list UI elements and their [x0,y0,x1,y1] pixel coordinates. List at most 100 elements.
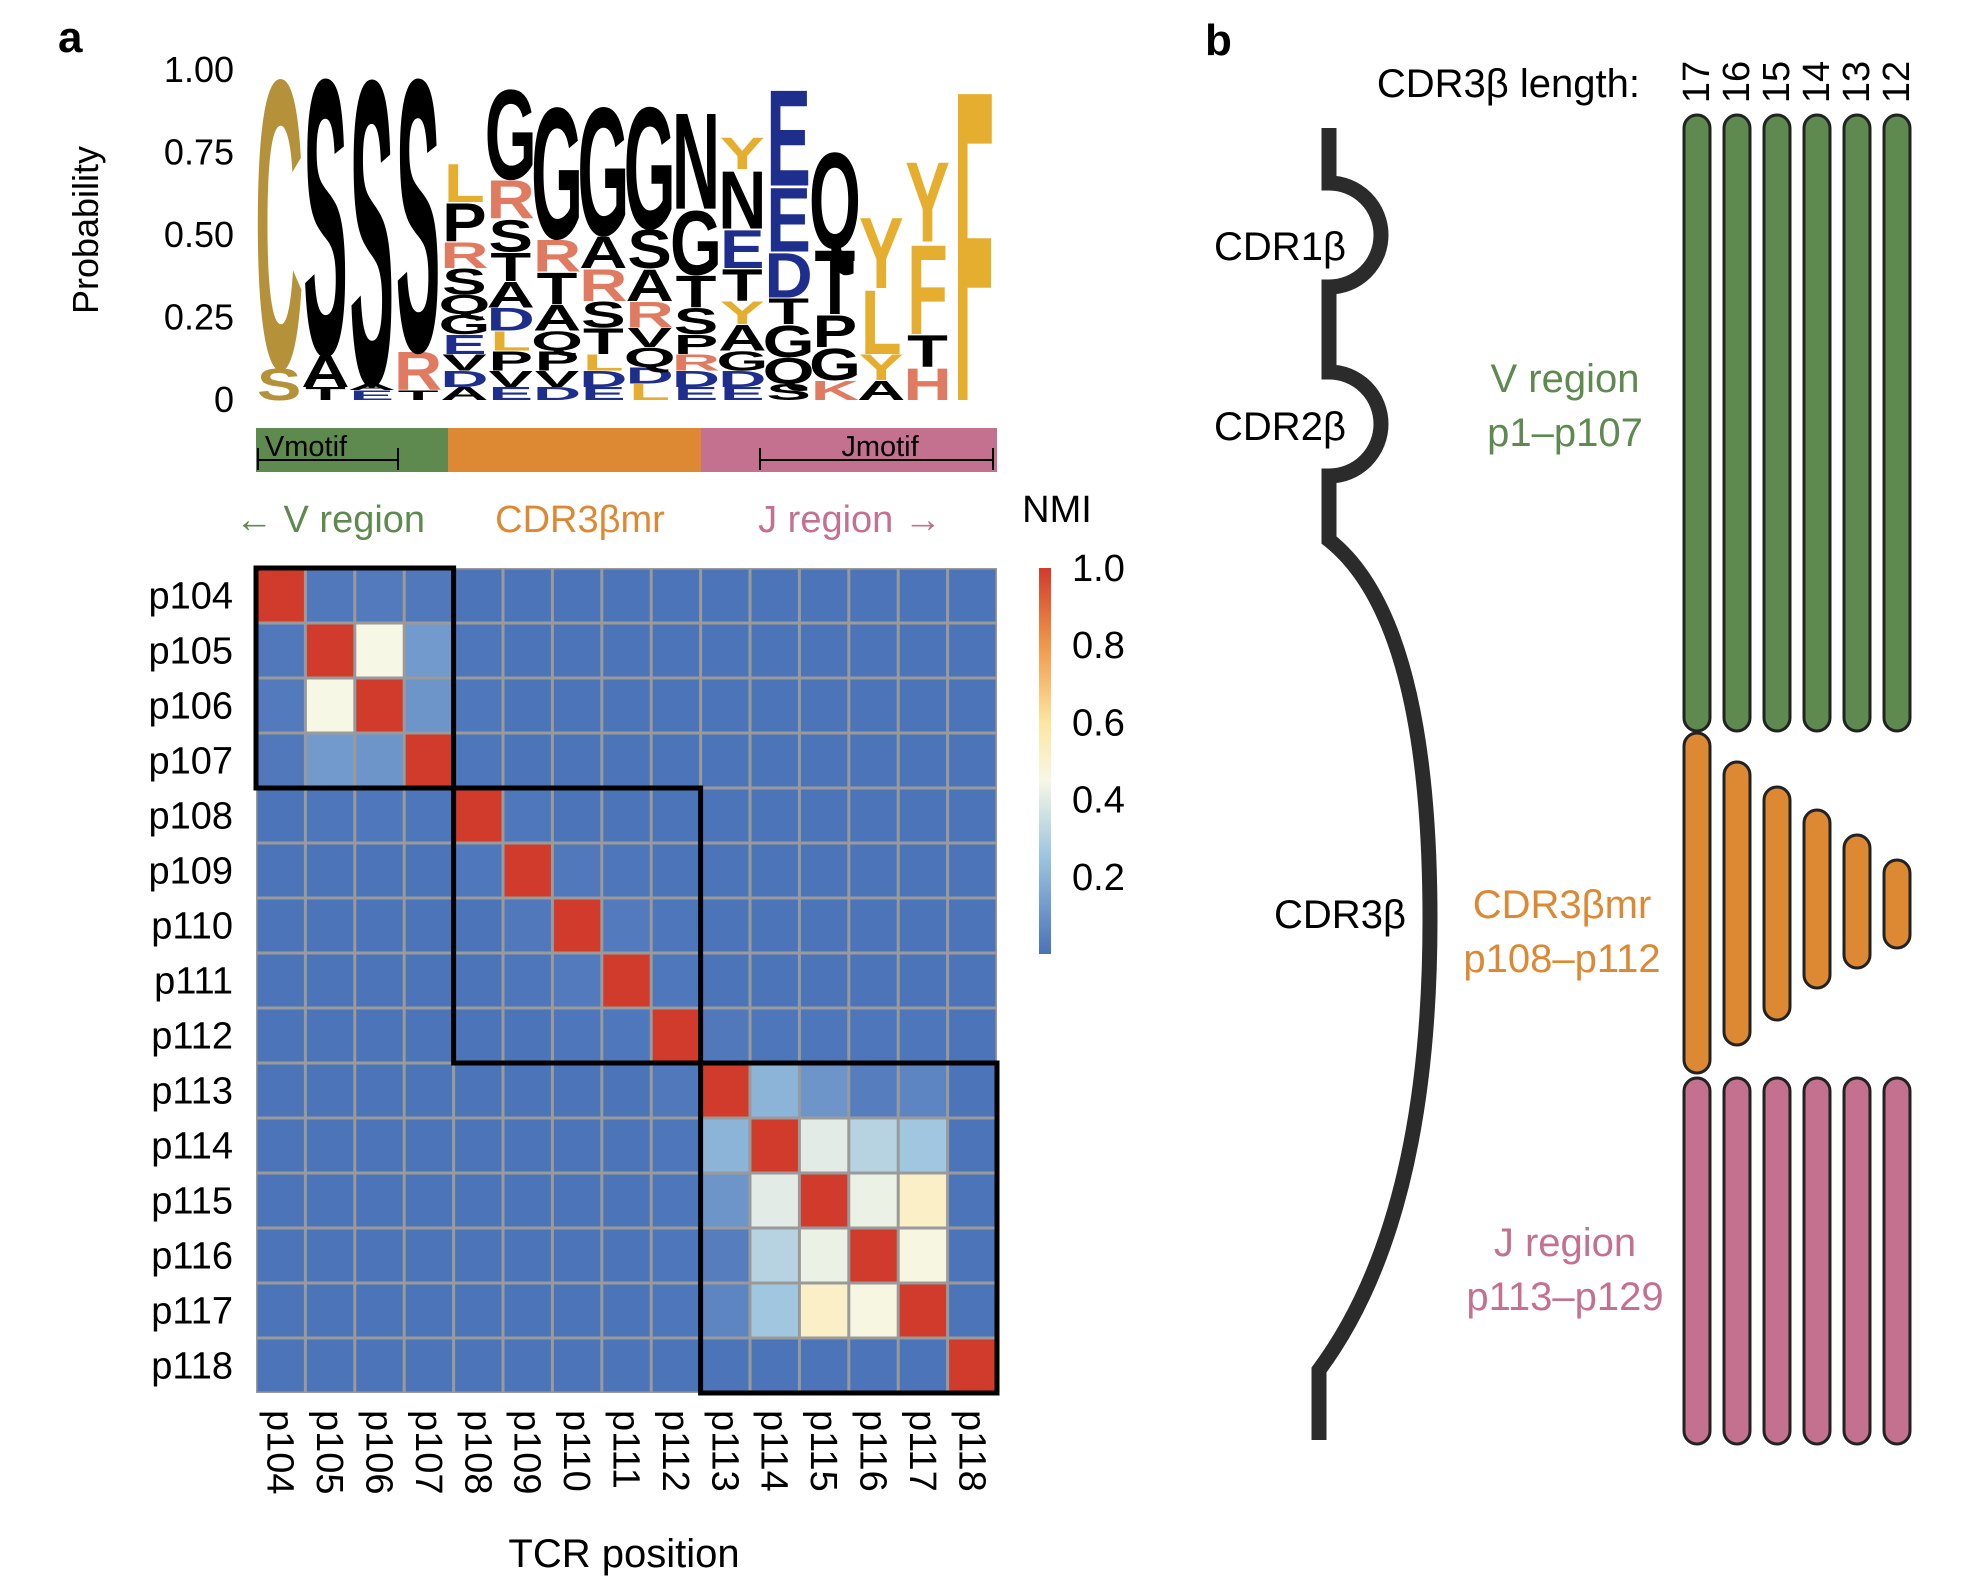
heatmap-cell [850,899,897,952]
colorbar-tick: 0.4 [1072,780,1125,822]
heatmap-cell [603,1119,650,1172]
heatmap-col-label: p116 [852,1410,894,1492]
heatmap-col-label: p114 [753,1410,795,1492]
heatmap-cell [405,1174,453,1227]
heatmap-cell [455,1119,502,1172]
v-region-bar [1882,113,1912,733]
cdr3-region-bar [1722,760,1752,1047]
heatmap-cell [949,899,996,952]
logo-letter: V [535,366,579,392]
logo-letter: S [488,211,532,262]
heatmap-cell [652,954,700,1007]
heatmap-cell [949,844,996,897]
heatmap-row-label: p109 [148,851,233,893]
logo-letter: E [766,61,810,215]
heatmap-cell [899,954,947,1007]
region-bar-cdr3 [448,428,701,472]
logo-y-tick: 0.75 [164,132,234,173]
heatmap-cell [652,1064,700,1117]
heatmap-cell [949,1174,996,1227]
vmotif-bracket [257,448,399,470]
jmotif-label: Jmotif [841,431,919,463]
logo-letter: A [487,275,535,316]
heatmap-cell [306,954,354,1007]
j-region-bar [1842,1076,1872,1446]
heatmap-cell [751,1284,798,1337]
heatmap-cell [356,954,403,1007]
heatmap-cell [800,844,848,897]
heatmap-col-label: p117 [901,1410,943,1492]
heatmap-cell [800,624,848,677]
heatmap-cell [257,1009,304,1062]
heatmap-cell [800,734,848,787]
heatmap-cell [652,1339,700,1392]
cdr3-length-value: 17 [1676,61,1718,103]
heatmap-cell [899,734,947,787]
logo-letter: R [626,295,674,336]
heatmap-cell [751,569,798,622]
heatmap-cells [257,569,996,1392]
heatmap-cell [455,569,502,622]
logo-letter: D [487,302,535,338]
heatmap-cell [850,1229,897,1282]
heatmap-cell [702,899,749,952]
logo-letter: S [350,0,394,477]
logo-letter: G [624,71,676,265]
logo-letter: L [490,326,531,357]
logo-letter: A [718,318,766,359]
v-region-bar [1842,113,1872,733]
heatmap-cell [306,1229,354,1282]
heatmap-cell [356,624,403,677]
heatmap-cell [751,954,798,1007]
heatmap-cell [652,679,700,732]
heatmap-cell [553,789,601,842]
cdr3-region-bar [1882,858,1912,950]
heatmap-cell [603,1284,650,1337]
logo-y-tick: 0.25 [164,297,234,338]
heatmap-cell [899,1064,947,1117]
heatmap-cell [356,899,403,952]
cdr3-length-value: 13 [1836,61,1878,103]
j-region-bar [1882,1076,1912,1446]
heatmap-cell [356,1339,403,1392]
heatmap-col-label: p108 [456,1410,498,1495]
logo-letter: Q [624,342,676,373]
colorbar-gradient [1039,568,1051,954]
heatmap-cell [899,679,947,732]
logo-letter: S [766,379,810,405]
heatmap-cell [603,789,650,842]
heatmap-cell [800,679,848,732]
heatmap-cell [652,1174,700,1227]
heatmap-cell [899,789,947,842]
heatmap-cell [257,1064,304,1117]
heatmap-cell [751,844,798,897]
logo-letter: E [350,388,394,403]
heatmap-cell [949,1064,996,1117]
heatmap-cell [949,1229,996,1282]
logo-letter: T [722,260,763,311]
heatmap-cell [751,624,798,677]
heatmap-row-label: p106 [148,686,233,728]
logo-letter: A [348,382,396,392]
heatmap-cell [850,954,897,1007]
logo-letter: V [488,366,532,392]
heatmap-cell [306,569,354,622]
v-region-name: V region [1491,357,1640,401]
heatmap-cell [306,624,354,677]
heatmap-cell [553,1174,601,1227]
heatmap-cell [504,954,551,1007]
heatmap-cell [850,1284,897,1337]
cdr3-label: CDR3β [1274,893,1406,937]
heatmap-cell [652,899,700,952]
logo-letter: L [861,270,902,373]
heatmap-cell [949,954,996,1007]
heatmap-cell [899,1009,947,1062]
heatmap-cell [405,679,453,732]
vmotif-label: Vmotif [265,431,348,463]
heatmap-cell [405,569,453,622]
cdr3-region-name: CDR3βmr [1473,883,1652,927]
logo-letter: D [579,366,627,392]
heatmap-cell [702,1064,749,1117]
logo-letter: T [305,384,346,404]
heatmap-row-label: p117 [151,1291,233,1333]
